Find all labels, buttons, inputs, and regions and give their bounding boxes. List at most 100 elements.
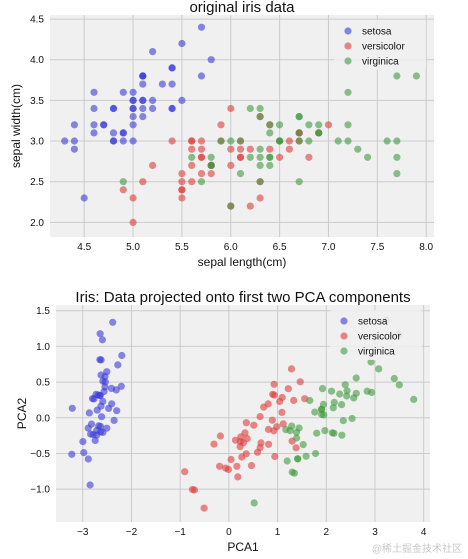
data-point <box>288 468 296 476</box>
data-point <box>188 153 196 161</box>
legend: setosa versicolor virginica <box>330 310 422 360</box>
data-point <box>216 432 224 440</box>
data-point <box>341 381 349 389</box>
x-axis-label: sepal length(cm) <box>198 255 287 269</box>
data-point <box>305 137 313 145</box>
data-point <box>271 452 279 461</box>
data-point <box>282 426 290 434</box>
data-point <box>139 104 147 113</box>
data-point <box>227 145 235 153</box>
data-point <box>352 374 360 382</box>
data-point <box>90 121 98 129</box>
data-point <box>129 121 137 129</box>
data-point <box>227 137 235 145</box>
data-point <box>327 387 336 395</box>
data-point <box>315 121 323 129</box>
data-point <box>70 121 78 129</box>
data-point <box>354 145 362 153</box>
y-tick-label: 0.0 <box>36 413 50 424</box>
data-point <box>393 137 401 145</box>
data-point <box>217 121 225 129</box>
data-point <box>168 64 176 72</box>
data-point <box>339 417 347 425</box>
data-point <box>330 398 338 406</box>
data-point <box>181 468 189 476</box>
data-point <box>296 378 304 386</box>
data-point <box>119 137 127 145</box>
data-point <box>410 395 418 403</box>
data-point <box>242 419 250 427</box>
data-point <box>256 153 264 161</box>
data-point <box>90 395 98 403</box>
x-tick-label: 6.5 <box>273 242 287 253</box>
chart-title: Iris: Data projected onto first two PCA … <box>75 289 410 306</box>
legend-label: virginica <box>362 57 399 68</box>
data-point <box>276 137 284 145</box>
data-point <box>178 96 186 104</box>
legend-marker <box>344 42 352 50</box>
data-point <box>256 413 264 421</box>
data-point <box>363 387 371 395</box>
data-point <box>247 462 256 470</box>
data-point <box>96 391 104 400</box>
data-point <box>311 408 319 416</box>
data-point <box>188 178 196 186</box>
data-point <box>197 72 206 80</box>
data-point <box>207 153 215 161</box>
data-point <box>268 416 276 424</box>
data-point <box>239 439 247 447</box>
data-point <box>350 394 358 402</box>
x-tick-label: 5.5 <box>175 242 189 253</box>
data-point <box>188 145 196 153</box>
data-point <box>108 400 116 408</box>
y-tick-label: −0.5 <box>30 449 50 460</box>
data-point <box>129 88 137 96</box>
data-point <box>178 186 186 194</box>
x-tick-label: 7.5 <box>370 242 384 253</box>
data-point <box>234 473 242 481</box>
data-point <box>329 404 337 412</box>
legend-marker <box>344 27 352 35</box>
data-point <box>295 113 303 121</box>
legend-marker <box>340 332 348 340</box>
chart-1: 4.5 5.0 5.5 6.0 6.5 7.0 7.5 8.0 2.0 2.5 3.0 3.5 4.0 4… <box>9 0 434 269</box>
data-point <box>139 178 147 186</box>
data-point <box>86 481 94 489</box>
data-point <box>305 121 313 129</box>
data-point <box>390 374 398 383</box>
data-point <box>285 137 293 145</box>
data-point <box>299 441 307 449</box>
data-point <box>269 390 277 398</box>
data-point <box>318 385 327 393</box>
data-point <box>87 430 95 438</box>
data-point <box>113 407 121 415</box>
y-tick-label: 2.0 <box>30 218 44 229</box>
data-point <box>290 396 298 404</box>
data-point <box>293 434 301 442</box>
data-point <box>393 170 401 178</box>
data-point <box>266 129 274 137</box>
data-point <box>207 56 215 64</box>
data-point <box>343 392 351 400</box>
data-point <box>149 161 157 169</box>
data-point <box>129 194 137 202</box>
data-point <box>197 145 206 153</box>
data-point <box>295 424 303 432</box>
data-point <box>227 455 235 464</box>
data-point <box>93 431 101 439</box>
data-point <box>227 104 235 113</box>
data-point <box>168 80 176 88</box>
data-point <box>68 450 76 458</box>
data-point <box>315 129 323 137</box>
data-point <box>139 96 147 104</box>
data-point <box>256 178 264 186</box>
data-point <box>109 137 118 145</box>
data-point <box>278 408 286 416</box>
x-tick-label: 7.0 <box>322 242 336 253</box>
data-point <box>305 153 313 161</box>
data-point <box>295 178 303 186</box>
data-point <box>168 137 176 145</box>
legend-marker <box>344 57 352 65</box>
data-point <box>149 48 157 56</box>
